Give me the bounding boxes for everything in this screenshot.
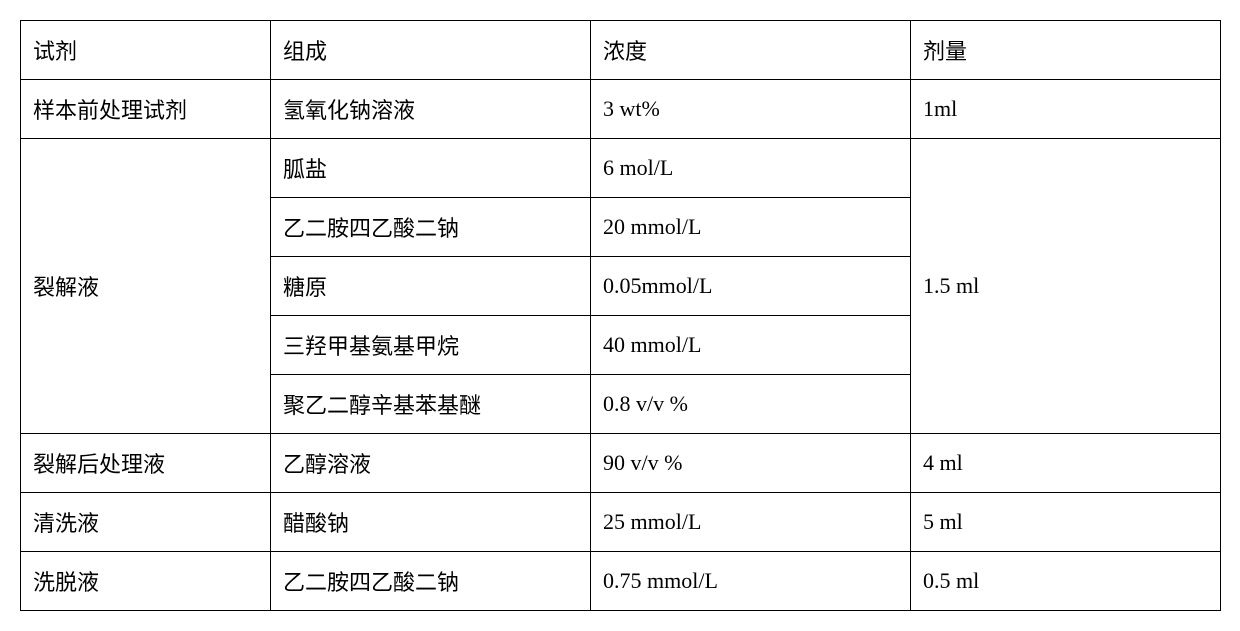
cell-composition: 乙二胺四乙酸二钠: [271, 198, 591, 257]
cell-composition: 乙醇溶液: [271, 434, 591, 493]
cell-dosage: 5 ml: [911, 493, 1221, 552]
table-row: 裂解液 胍盐 6 mol/L 1.5 ml: [21, 139, 1221, 198]
cell-reagent: 洗脱液: [21, 552, 271, 611]
cell-dosage: 1.5 ml: [911, 139, 1221, 434]
cell-composition: 乙二胺四乙酸二钠: [271, 552, 591, 611]
cell-reagent: 清洗液: [21, 493, 271, 552]
cell-concentration: 20 mmol/L: [591, 198, 911, 257]
col-header-composition: 组成: [271, 21, 591, 80]
cell-concentration: 90 v/v %: [591, 434, 911, 493]
cell-composition: 聚乙二醇辛基苯基醚: [271, 375, 591, 434]
cell-composition: 醋酸钠: [271, 493, 591, 552]
col-header-dosage: 剂量: [911, 21, 1221, 80]
cell-composition: 胍盐: [271, 139, 591, 198]
cell-concentration: 6 mol/L: [591, 139, 911, 198]
cell-reagent: 裂解液: [21, 139, 271, 434]
cell-concentration: 0.05mmol/L: [591, 257, 911, 316]
cell-composition: 三羟甲基氨基甲烷: [271, 316, 591, 375]
cell-concentration: 0.75 mmol/L: [591, 552, 911, 611]
cell-composition: 氢氧化钠溶液: [271, 80, 591, 139]
col-header-reagent: 试剂: [21, 21, 271, 80]
cell-concentration: 0.8 v/v %: [591, 375, 911, 434]
table-row: 清洗液 醋酸钠 25 mmol/L 5 ml: [21, 493, 1221, 552]
reagent-table: 试剂 组成 浓度 剂量 样本前处理试剂 氢氧化钠溶液 3 wt% 1ml 裂解液…: [20, 20, 1221, 611]
cell-concentration: 25 mmol/L: [591, 493, 911, 552]
cell-reagent: 样本前处理试剂: [21, 80, 271, 139]
cell-dosage: 4 ml: [911, 434, 1221, 493]
cell-concentration: 3 wt%: [591, 80, 911, 139]
cell-dosage: 1ml: [911, 80, 1221, 139]
table-header-row: 试剂 组成 浓度 剂量: [21, 21, 1221, 80]
cell-dosage: 0.5 ml: [911, 552, 1221, 611]
cell-concentration: 40 mmol/L: [591, 316, 911, 375]
cell-reagent: 裂解后处理液: [21, 434, 271, 493]
table-row: 裂解后处理液 乙醇溶液 90 v/v % 4 ml: [21, 434, 1221, 493]
table-row: 样本前处理试剂 氢氧化钠溶液 3 wt% 1ml: [21, 80, 1221, 139]
table-row: 洗脱液 乙二胺四乙酸二钠 0.75 mmol/L 0.5 ml: [21, 552, 1221, 611]
cell-composition: 糖原: [271, 257, 591, 316]
col-header-concentration: 浓度: [591, 21, 911, 80]
